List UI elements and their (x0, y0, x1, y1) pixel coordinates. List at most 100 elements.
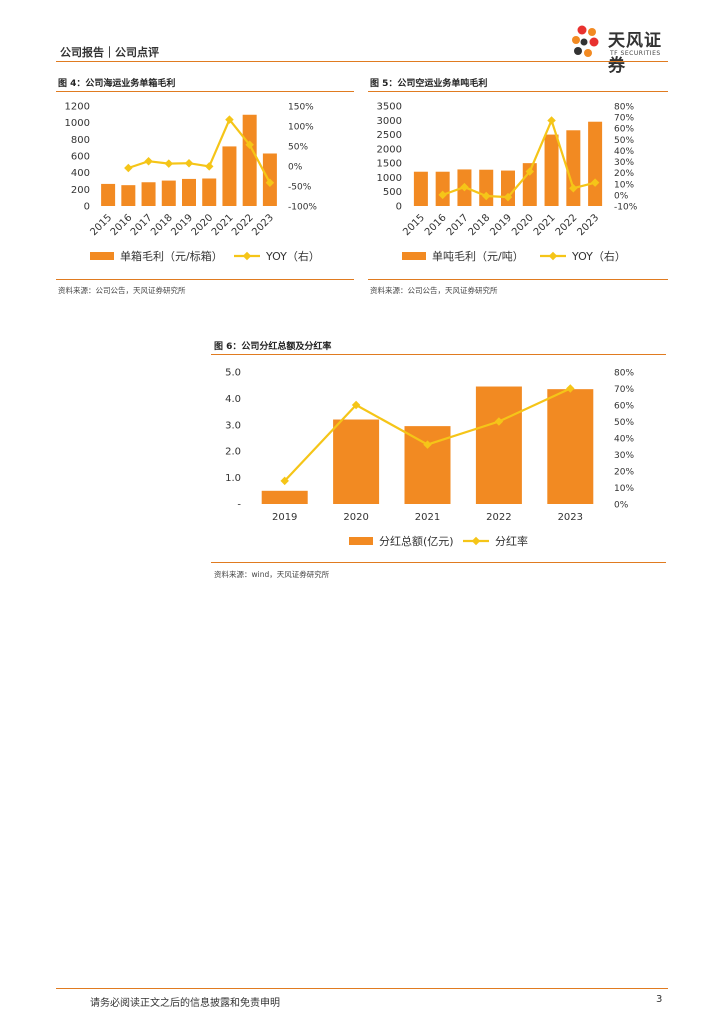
legend-line-label: 分红率 (495, 534, 528, 548)
y-right-tick-label: 100% (288, 123, 314, 133)
yoy-marker (204, 162, 214, 171)
x-tick-label: 2023 (575, 212, 601, 238)
figure-5-bottom-rule (368, 279, 668, 280)
y-left-tick-label: 2000 (377, 144, 402, 155)
chart-bar (588, 121, 603, 206)
figure-6-source: 资料来源：wind，天风证券研究所 (214, 570, 330, 579)
y-right-tick-label: 50% (288, 143, 308, 153)
y-left-tick-label: 0 (396, 202, 402, 213)
figure-4-top-rule (56, 91, 354, 92)
chart-bar (566, 130, 581, 206)
y-right-tick-label: -10% (614, 203, 638, 213)
y-right-tick-label: 10% (614, 180, 634, 190)
y-left-tick-label: 2.0 (225, 447, 241, 458)
yoy-line (442, 117, 596, 199)
chart-bar (435, 171, 450, 206)
chart-bar (547, 389, 594, 504)
y-right-tick-label: 40% (614, 435, 634, 445)
y-left-tick-label: 4.0 (225, 394, 241, 405)
x-tick-label: 2020 (190, 212, 216, 238)
y-right-tick-label: -50% (288, 183, 312, 193)
footer-disclaimer: 请务必阅读正文之后的信息披露和免责申明 (90, 998, 280, 1009)
y-right-tick-label: 20% (614, 468, 634, 478)
yoy-marker (184, 158, 194, 168)
figure-6-top-rule (211, 354, 666, 355)
legend-line-marker (242, 251, 252, 261)
y-right-tick-label: 60% (614, 402, 634, 412)
logo-name-en: TF SECURITIES (610, 50, 661, 57)
x-tick-label: 2020 (510, 212, 536, 238)
x-tick-label: 2022 (486, 512, 511, 523)
y-left-tick-label: 200 (71, 185, 90, 196)
y-right-tick-label: 50% (614, 136, 634, 146)
y-left-tick-label: 0 (84, 202, 90, 213)
x-tick-label: 2016 (423, 212, 449, 238)
y-right-tick-label: 30% (614, 451, 634, 461)
chart-bar (202, 178, 217, 206)
x-tick-label: 2019 (488, 212, 514, 238)
yoy-marker (351, 400, 361, 410)
y-right-tick-label: 150% (288, 103, 314, 113)
legend-bar-swatch (402, 252, 426, 260)
y-right-tick-label: 30% (614, 158, 634, 168)
footer-rule (56, 988, 668, 989)
chart-bar (182, 178, 196, 206)
chart-bar (141, 182, 156, 206)
chart-bar (242, 114, 257, 206)
y-right-tick-label: 0% (614, 191, 629, 201)
y-left-tick-label: 3500 (377, 102, 402, 113)
page-number: 3 (656, 994, 663, 1005)
yoy-marker (423, 440, 432, 449)
legend-bar-label: 单箱毛利（元/标箱） (120, 249, 223, 263)
y-left-tick-label: 1.0 (225, 473, 241, 484)
y-left-tick-label: 800 (71, 135, 90, 146)
x-tick-label: 2016 (109, 212, 135, 238)
legend-line-marker (548, 251, 558, 261)
figure-5-top-rule (368, 91, 668, 92)
x-tick-label: 2018 (149, 212, 175, 238)
x-tick-label: 2021 (210, 212, 236, 238)
yoy-marker (494, 417, 504, 426)
figure-4-bottom-rule (56, 279, 354, 280)
figure-4-chart: 0 200 400 600 800 1000 1200 -100% -50% 0% 50% 100% 1… (65, 102, 320, 264)
figure-5-title: 图 5：公司空运业务单吨毛利 (370, 79, 488, 89)
legend-bar-label: 单吨毛利（元/吨） (432, 250, 524, 263)
figure-4-title: 图 4：公司海运业务单箱毛利 (58, 79, 176, 89)
x-tick-label: 2019 (272, 512, 297, 523)
yoy-marker (503, 192, 513, 202)
legend-bar-swatch (90, 252, 114, 260)
y-left-tick-label: 1000 (65, 118, 90, 129)
y-left-tick-label: 5.0 (225, 368, 241, 379)
chart-bar (121, 185, 136, 206)
yoy-marker (124, 163, 133, 173)
y-left-tick-label: - (237, 500, 241, 511)
x-tick-label: 2017 (445, 212, 471, 238)
header-rule (56, 61, 668, 62)
legend-bar-label: 分红总额(亿元) (379, 534, 454, 548)
y-right-tick-label: 40% (614, 147, 634, 157)
yoy-marker (144, 156, 153, 166)
x-tick-label: 2017 (129, 212, 155, 238)
chart-bar (522, 163, 537, 206)
chart-bar (479, 169, 494, 206)
y-left-tick-label: 1000 (377, 173, 402, 184)
y-left-tick-label: 2500 (377, 130, 402, 141)
chart-bar (475, 386, 522, 504)
x-tick-label: 2015 (88, 212, 114, 238)
y-right-tick-label: 50% (614, 418, 634, 428)
yoy-marker (569, 183, 578, 193)
y-right-tick-label: -100% (288, 203, 317, 213)
report-header-title: 公司报告｜公司点评 (60, 46, 159, 59)
y-left-tick-label: 600 (71, 152, 90, 163)
x-tick-label: 2021 (532, 212, 558, 238)
chart-bar (404, 426, 451, 504)
x-tick-label: 2015 (401, 212, 427, 238)
y-right-tick-label: 0% (288, 163, 303, 173)
x-tick-label: 2019 (169, 212, 195, 238)
legend-line-label: YOY（右） (265, 249, 320, 263)
y-left-tick-label: 400 (71, 168, 90, 179)
y-right-tick-label: 80% (614, 103, 634, 113)
figure-5-chart: 0 500 1000 1500 2000 2500 3000 3500 -10% 0%10%20%… (377, 102, 638, 264)
legend-line-label: YOY（右） (571, 249, 626, 263)
chart-bar (544, 134, 559, 206)
